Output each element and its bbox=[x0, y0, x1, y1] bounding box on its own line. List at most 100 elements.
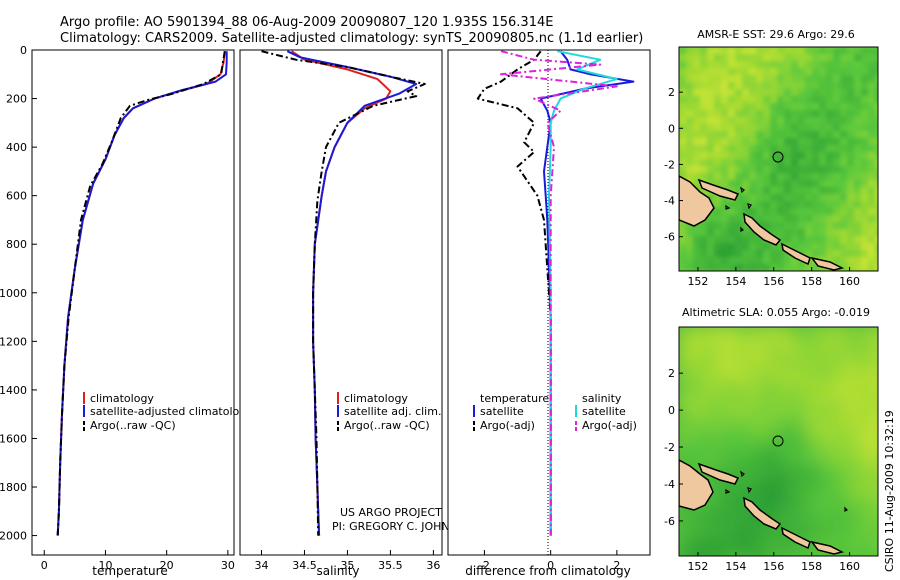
field-cell bbox=[840, 208, 848, 216]
field-cell bbox=[777, 173, 785, 181]
field-cell bbox=[826, 131, 834, 139]
field-cell bbox=[679, 425, 694, 440]
field-cell bbox=[805, 173, 813, 181]
field-cell bbox=[854, 257, 862, 265]
field-cell bbox=[812, 96, 820, 104]
field-cell bbox=[833, 327, 848, 342]
field-cell bbox=[868, 187, 876, 195]
field-cell bbox=[833, 250, 841, 258]
field-cell bbox=[707, 551, 722, 556]
field-cell bbox=[707, 495, 722, 510]
field-cell bbox=[826, 82, 834, 90]
field-cell bbox=[742, 257, 750, 265]
field-cell bbox=[735, 187, 743, 195]
field-cell bbox=[840, 166, 848, 174]
field-cell bbox=[686, 75, 694, 83]
field-cell bbox=[861, 327, 876, 342]
field-cell bbox=[721, 82, 729, 90]
field-cell bbox=[805, 397, 820, 412]
field-cell bbox=[700, 145, 708, 153]
field-cell bbox=[826, 117, 834, 125]
field-cell bbox=[847, 250, 855, 258]
field-cell bbox=[805, 481, 820, 496]
field-cell bbox=[847, 222, 855, 230]
field-cell bbox=[784, 110, 792, 118]
field-cell bbox=[763, 152, 771, 160]
field-cell bbox=[777, 131, 785, 139]
field-cell bbox=[763, 453, 778, 468]
field-cell bbox=[756, 236, 764, 244]
field-cell bbox=[777, 257, 785, 265]
field-cell bbox=[868, 243, 876, 251]
field-cell bbox=[840, 138, 848, 146]
field-cell bbox=[721, 166, 729, 174]
field-cell bbox=[693, 89, 701, 97]
field-cell bbox=[777, 264, 785, 271]
field-cell bbox=[714, 124, 722, 132]
field-cell bbox=[742, 201, 750, 209]
field-cell bbox=[693, 439, 708, 454]
field-cell bbox=[679, 229, 687, 237]
field-cell bbox=[714, 103, 722, 111]
field-cell bbox=[728, 264, 736, 271]
field-cell bbox=[777, 145, 785, 153]
field-cell bbox=[721, 138, 729, 146]
field-cell bbox=[826, 124, 834, 132]
field-cell bbox=[798, 138, 806, 146]
field-cell bbox=[763, 159, 771, 167]
field-cell bbox=[763, 54, 771, 62]
field-cell bbox=[791, 439, 806, 454]
field-cell bbox=[742, 68, 750, 76]
difference-xlabel: difference from climatology bbox=[465, 564, 631, 578]
field-cell bbox=[700, 47, 708, 55]
figure-title-line1: Argo profile: AO 5901394_88 06-Aug-2009 … bbox=[60, 15, 553, 30]
field-cell bbox=[819, 89, 827, 97]
field-cell bbox=[847, 61, 855, 69]
field-cell bbox=[777, 481, 792, 496]
field-cell bbox=[763, 173, 771, 181]
field-cell bbox=[707, 453, 722, 468]
sst-land bbox=[679, 175, 845, 271]
field-cell bbox=[735, 229, 743, 237]
field-cell bbox=[868, 89, 876, 97]
field-cell bbox=[847, 257, 855, 265]
y-tick-label: 200 bbox=[6, 93, 27, 106]
field-cell bbox=[819, 124, 827, 132]
field-cell bbox=[749, 411, 764, 426]
field-cell bbox=[749, 369, 764, 384]
field-cell bbox=[714, 82, 722, 90]
field-cell bbox=[721, 355, 736, 370]
legend-label-climatology: climatology bbox=[344, 392, 408, 405]
field-cell bbox=[686, 110, 694, 118]
field-cell bbox=[798, 166, 806, 174]
field-cell bbox=[868, 250, 876, 258]
field-cell bbox=[868, 145, 876, 153]
field-cell bbox=[749, 152, 757, 160]
field-cell bbox=[819, 166, 827, 174]
field-cell bbox=[819, 383, 834, 398]
field-cell bbox=[840, 75, 848, 83]
field-cell bbox=[819, 222, 827, 230]
field-cell bbox=[868, 96, 876, 104]
field-cell bbox=[854, 103, 862, 111]
field-cell bbox=[861, 138, 869, 146]
field-cell bbox=[686, 264, 694, 271]
field-cell bbox=[742, 47, 750, 55]
field-cell bbox=[735, 117, 743, 125]
field-cell bbox=[812, 47, 820, 55]
field-cell bbox=[847, 523, 862, 538]
field-cell bbox=[749, 201, 757, 209]
field-cell bbox=[693, 243, 701, 251]
field-cell bbox=[693, 145, 701, 153]
field-cell bbox=[777, 411, 792, 426]
field-cell bbox=[847, 481, 862, 496]
field-cell bbox=[875, 89, 878, 97]
field-cell bbox=[868, 166, 876, 174]
field-cell bbox=[798, 117, 806, 125]
field-cell bbox=[812, 61, 820, 69]
field-cell bbox=[875, 411, 878, 426]
depth-axis-ticks: 0 200 400 600 800 1000 1200 1400 1600 1800 2000 bbox=[0, 44, 453, 543]
field-cell bbox=[784, 229, 792, 237]
field-cell bbox=[833, 355, 848, 370]
salinity-axes-box bbox=[239, 49, 443, 556]
